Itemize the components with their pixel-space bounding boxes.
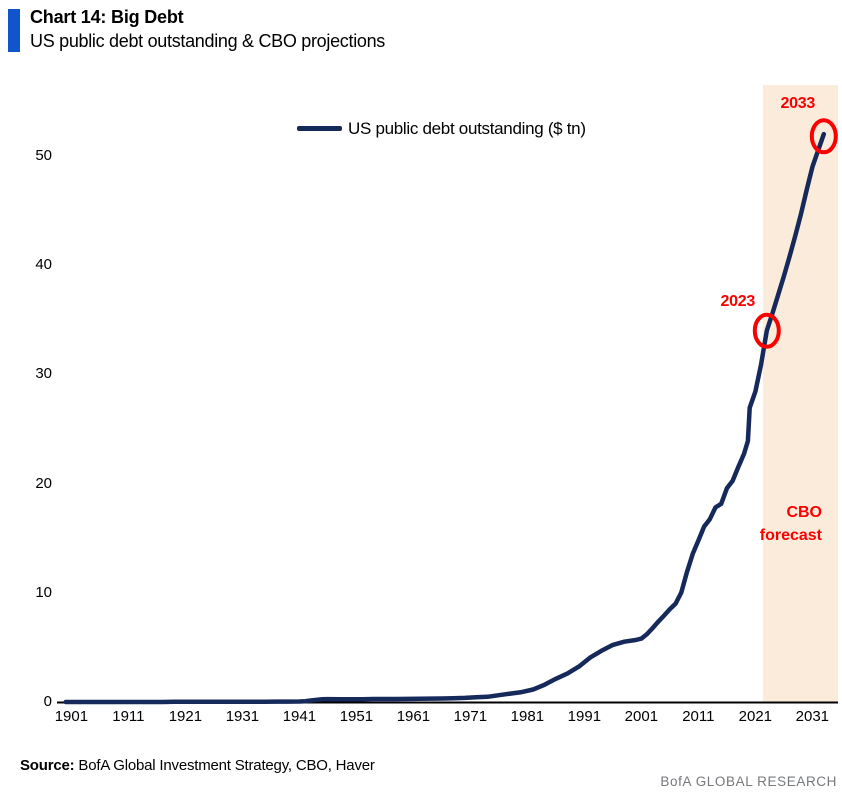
annotation-label-2023: 2023 bbox=[720, 292, 756, 310]
cbo-forecast-band bbox=[762, 85, 838, 702]
x-tick-label: 1911 bbox=[112, 708, 145, 725]
x-tick-label: 1961 bbox=[396, 708, 431, 725]
y-tick-label: 0 bbox=[43, 693, 52, 710]
y-tick-label: 20 bbox=[35, 474, 52, 492]
source-text: BofA Global Investment Strategy, CBO, Ha… bbox=[78, 757, 375, 774]
x-tick-label: 2001 bbox=[624, 708, 659, 725]
legend-label: US public debt outstanding ($ tn) bbox=[348, 118, 586, 138]
source-line: Source: BofA Global Investment Strategy,… bbox=[20, 757, 375, 774]
legend: US public debt outstanding ($ tn) bbox=[297, 119, 586, 138]
x-tick-label: 1991 bbox=[567, 708, 602, 725]
chart-subtitle: US public debt outstanding & CBO project… bbox=[30, 31, 386, 51]
x-tick-label: 1931 bbox=[225, 708, 260, 725]
x-tick-label: 1951 bbox=[339, 708, 374, 725]
title-accent-bar bbox=[8, 9, 20, 52]
x-tick-label: 2011 bbox=[682, 708, 715, 725]
x-tick-label: 2021 bbox=[738, 708, 773, 725]
annotation-label-2033: 2033 bbox=[780, 95, 816, 113]
branding-text: BofA GLOBAL RESEARCH bbox=[660, 774, 837, 789]
cbo-forecast-label: CBO forecast bbox=[759, 504, 822, 544]
annotation-circle-2023 bbox=[752, 312, 781, 349]
legend-line-swatch bbox=[297, 126, 342, 131]
y-tick-label: 30 bbox=[35, 365, 52, 383]
y-tick-label: 50 bbox=[35, 146, 52, 164]
chart-title: Chart 14: Big Debt bbox=[30, 7, 184, 27]
y-tick-label: 10 bbox=[35, 583, 52, 601]
x-tick-label: 1981 bbox=[510, 708, 545, 725]
source-label: Source: bbox=[20, 757, 75, 774]
x-tick-label: 1901 bbox=[54, 708, 89, 725]
x-tick-label: 1941 bbox=[282, 708, 317, 725]
y-tick-label: 40 bbox=[35, 256, 52, 274]
debt-line bbox=[63, 131, 827, 705]
x-tick-label: 1921 bbox=[168, 708, 203, 725]
annotation-circle-2033 bbox=[809, 118, 838, 155]
x-tick-label: 1971 bbox=[453, 708, 488, 725]
x-tick-label: 2031 bbox=[795, 708, 830, 725]
